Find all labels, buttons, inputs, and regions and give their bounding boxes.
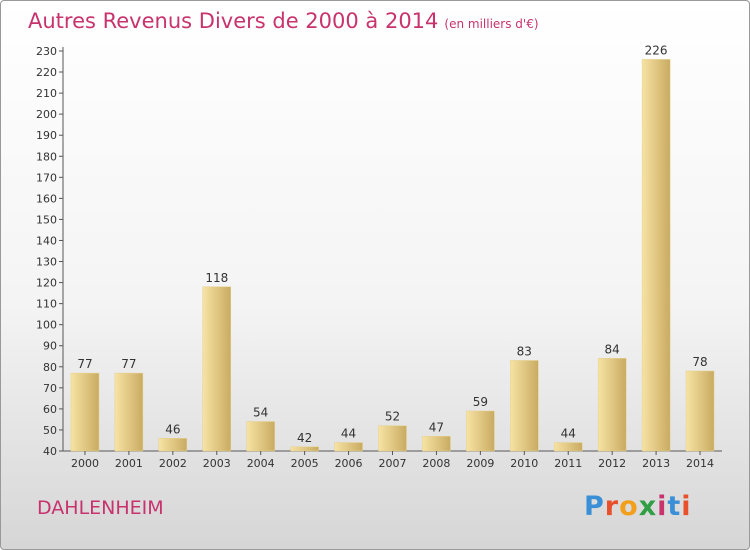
y-tick-label: 120: [36, 277, 57, 290]
bar-value-label: 77: [77, 357, 92, 371]
x-tick-label: 2002: [159, 457, 187, 470]
bar-value-label: 118: [205, 271, 228, 285]
bar-value-label: 54: [253, 406, 268, 420]
logo-letter: r: [604, 491, 620, 522]
y-tick-label: 90: [43, 340, 57, 353]
y-tick-label: 130: [36, 256, 57, 269]
x-tick-label: 2004: [247, 457, 275, 470]
bar: [685, 370, 715, 452]
bar: [466, 410, 495, 452]
bar: [378, 425, 407, 452]
logo-letter: i: [681, 491, 692, 522]
y-tick-label: 60: [43, 403, 57, 416]
bar: [114, 372, 144, 452]
x-tick-label: 2010: [510, 457, 538, 470]
bar: [510, 360, 539, 452]
y-tick-label: 100: [36, 319, 57, 332]
y-tick-label: 210: [36, 87, 57, 100]
bar: [70, 372, 100, 452]
bar-value-label: 46: [165, 422, 180, 436]
y-tick-label: 170: [36, 171, 57, 184]
logo-letter: P: [584, 491, 605, 522]
y-tick-label: 140: [36, 234, 57, 247]
y-tick-label: 220: [36, 66, 57, 79]
bar: [334, 442, 363, 452]
bar: [246, 421, 275, 452]
chart-title-main: Autres Revenus Divers de 2000 à 2014: [28, 9, 439, 33]
y-tick-label: 230: [36, 45, 57, 58]
bar: [158, 438, 188, 452]
bar-value-label: 59: [473, 395, 488, 409]
bar-value-label: 42: [297, 431, 312, 445]
x-tick-label: 2012: [598, 457, 626, 470]
logo-letter: x: [638, 491, 658, 522]
x-tick-label: 2005: [291, 457, 319, 470]
bar-value-label: 44: [561, 427, 576, 441]
y-tick-label: 80: [43, 361, 57, 374]
x-tick-label: 2014: [686, 457, 714, 470]
bar-value-label: 47: [429, 420, 444, 434]
x-tick-label: 2003: [203, 457, 231, 470]
bar: [597, 358, 627, 452]
bar-value-label: 83: [517, 344, 532, 358]
x-tick-label: 2007: [379, 457, 407, 470]
bar-value-label: 84: [605, 342, 620, 356]
y-tick-label: 150: [36, 213, 57, 226]
logo-letter: i: [657, 491, 668, 522]
logo-letter: o: [619, 491, 639, 522]
y-tick-label: 190: [36, 129, 57, 142]
bar: [553, 442, 583, 452]
logo-letter: t: [667, 491, 682, 522]
bar-value-label: 44: [341, 427, 356, 441]
y-tick-label: 200: [36, 108, 57, 121]
y-tick-label: 180: [36, 150, 57, 163]
x-tick-label: 2008: [422, 457, 450, 470]
y-tick-label: 50: [43, 424, 57, 437]
bar: [290, 446, 319, 452]
proxiti-logo: Proxiti: [584, 491, 692, 522]
bar-value-label: 78: [692, 355, 707, 369]
x-tick-label: 2000: [71, 457, 99, 470]
y-tick-label: 110: [36, 298, 57, 311]
bar-value-label: 52: [385, 410, 400, 424]
x-tick-label: 2001: [115, 457, 143, 470]
x-tick-label: 2009: [466, 457, 494, 470]
chart-title: Autres Revenus Divers de 2000 à 2014 (en …: [28, 9, 539, 33]
bar-value-label: 226: [645, 43, 668, 57]
bar: [422, 436, 451, 452]
x-tick-label: 2006: [335, 457, 363, 470]
y-tick-label: 70: [43, 382, 57, 395]
y-tick-label: 40: [43, 445, 57, 458]
chart-title-unit: (en milliers d'€): [444, 17, 539, 31]
bar-value-label: 77: [121, 357, 136, 371]
x-tick-label: 2011: [554, 457, 582, 470]
place-name: DAHLENHEIM: [37, 497, 164, 519]
y-tick-label: 160: [36, 192, 57, 205]
bar: [641, 59, 671, 452]
bar: [202, 286, 232, 452]
x-tick-label: 2013: [642, 457, 670, 470]
